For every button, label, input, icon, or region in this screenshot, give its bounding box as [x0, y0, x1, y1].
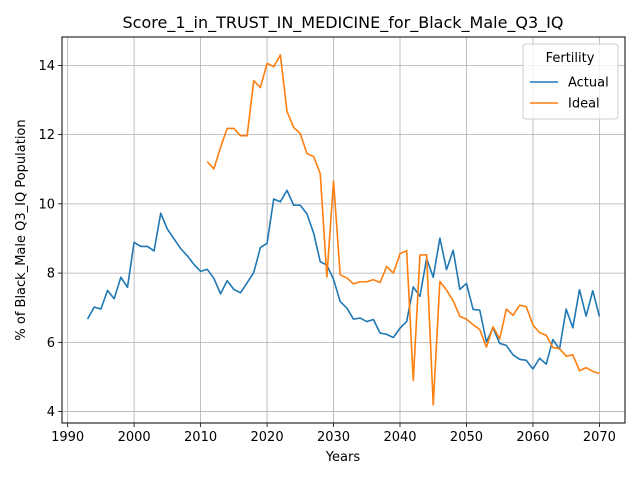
- x-tick-label: 2060: [516, 430, 549, 445]
- plot-area-frame: [61, 36, 626, 424]
- x-axis-label: Years: [325, 450, 361, 465]
- chart-title: Score_1_in_TRUST_IN_MEDICINE_for_Black_M…: [123, 13, 564, 33]
- y-tick-label: 12: [38, 128, 55, 143]
- y-tick-label: 4: [47, 405, 55, 420]
- legend-label-ideal: Ideal: [568, 97, 600, 112]
- legend: Fertility Actual Ideal: [522, 43, 619, 120]
- series-line-actual: [86, 189, 601, 370]
- series-layer: [86, 54, 601, 406]
- legend-label-actual: Actual: [568, 76, 609, 91]
- x-tick-label: 2030: [317, 430, 350, 445]
- x-tick-label: 2050: [450, 430, 483, 445]
- legend-title: Fertility: [546, 51, 595, 66]
- x-tick-label: 2000: [118, 430, 151, 445]
- legend-box: [522, 43, 619, 120]
- y-tick-label: 14: [38, 59, 55, 74]
- x-tick-label: 2070: [583, 430, 616, 445]
- x-tick-label: 2040: [383, 430, 416, 445]
- x-axis-ticks: 1990 2000 2010 2020 2030 2040 2050 2060 2070: [51, 423, 616, 445]
- y-axis-label: % of Black_Male Q3_IQ Population: [14, 119, 29, 340]
- x-tick-label: 2010: [184, 430, 217, 445]
- y-tick-label: 10: [38, 197, 55, 212]
- y-axis-ticks: 4 6 8 10 12 14: [38, 59, 62, 420]
- series-line-ideal: [206, 54, 600, 406]
- x-tick-label: 2020: [251, 430, 284, 445]
- y-tick-label: 6: [47, 336, 55, 351]
- x-tick-label: 1990: [51, 430, 84, 445]
- y-tick-label: 8: [47, 267, 55, 282]
